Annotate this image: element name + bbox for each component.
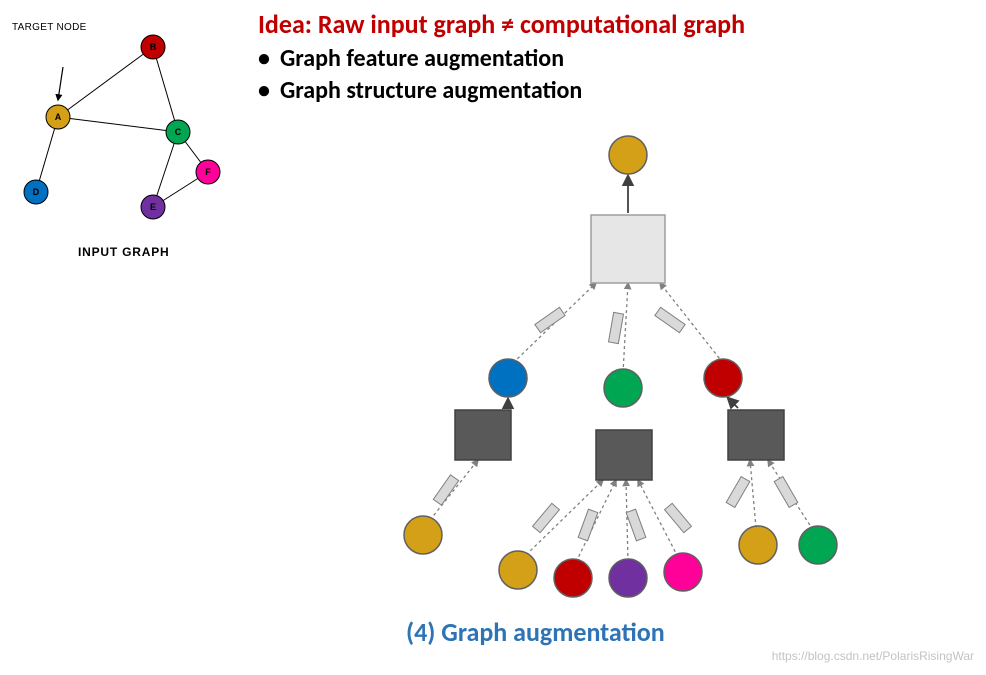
input-graph-caption: INPUT GRAPH [78,245,169,259]
bullet-2: •Graph structure augmentation [258,76,582,105]
svg-text:E: E [150,202,156,212]
bullet-2-text: Graph structure augmentation [280,76,582,105]
watermark: https://blog.csdn.net/PolarisRisingWar [772,649,974,663]
svg-text:F: F [205,167,211,177]
idea-title: Idea: Raw input graph ≠ computational gr… [258,8,745,40]
bullet-dot-icon: • [258,76,280,105]
computational-graph [338,130,918,610]
svg-text:A: A [55,112,62,122]
svg-text:D: D [33,187,40,197]
input-graph: A B C D E F [8,12,248,237]
svg-text:B: B [150,42,157,52]
bullet-1: •Graph feature augmentation [258,44,564,73]
bullet-1-text: Graph feature augmentation [280,44,564,73]
svg-text:C: C [175,127,182,137]
graph-augmentation-caption: (4) Graph augmentation [406,616,665,648]
bullet-dot-icon: • [258,44,280,73]
